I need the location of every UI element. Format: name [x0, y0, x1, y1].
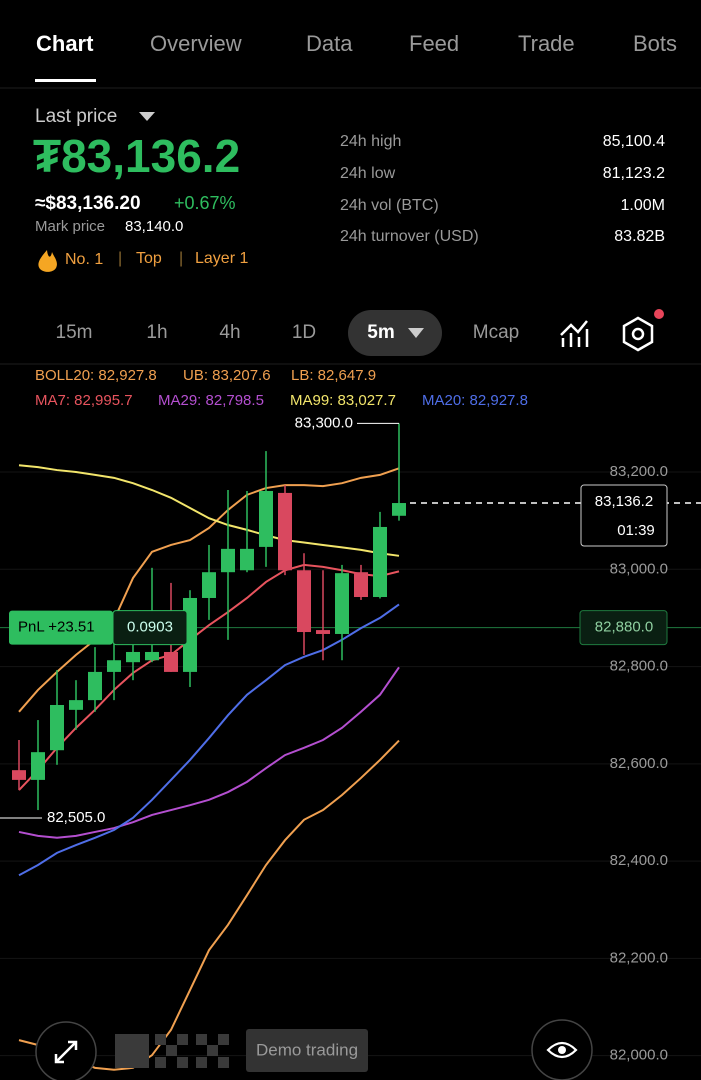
- stat-value: 83.82B: [614, 228, 665, 245]
- candle-body: [221, 548, 235, 573]
- interval[interactable]: 1D: [292, 322, 316, 343]
- y-tick-label: 82,600.0: [610, 755, 668, 772]
- tag[interactable]: Layer 1: [195, 250, 248, 267]
- candle-body: [69, 700, 83, 710]
- stat-label: 24h turnover (USD): [340, 228, 479, 245]
- chart: BOLL20: 82,927.8 UB: 83,207.6 LB: 82,647.9…: [0, 367, 701, 1071]
- eye-icon: [546, 1041, 578, 1059]
- indicator-line: [18, 603, 400, 877]
- stat-label: 24h vol (BTC): [340, 197, 439, 214]
- indicator-value: MA20: 82,927.8: [422, 392, 528, 409]
- pnl-size-box: [112, 610, 188, 646]
- separator: |: [179, 250, 183, 267]
- indicator-value: MA99: 83,027.7: [290, 392, 396, 409]
- candle-body: [335, 573, 349, 634]
- candle-body: [202, 572, 216, 598]
- indicator-value: LB: 82,647.9: [291, 367, 376, 384]
- logo: [115, 1034, 229, 1068]
- candle-body: [240, 548, 254, 571]
- indicator-line: [18, 666, 400, 839]
- candle-body: [145, 651, 159, 661]
- indicator-line: [18, 467, 400, 713]
- indicator-line: [18, 464, 400, 557]
- demo-label: Demo trading: [256, 1040, 358, 1059]
- separator: |: [118, 250, 122, 267]
- y-tick-label: 82,800.0: [610, 658, 668, 675]
- price-change: +0.67%: [174, 193, 236, 213]
- interval[interactable]: 5m: [367, 322, 394, 343]
- flame-icon: [38, 250, 57, 272]
- y-tick-label: 83,200.0: [610, 463, 668, 480]
- min-label: 82,505.0: [47, 809, 105, 826]
- candle-body: [164, 651, 178, 672]
- candle-body: [354, 572, 368, 598]
- pnl-size: 0.0903: [127, 619, 173, 636]
- indicator-value: UB: 83,207.6: [183, 367, 271, 384]
- candle-body: [107, 660, 121, 672]
- last-price-label[interactable]: Last price: [35, 106, 117, 127]
- tab[interactable]: Trade: [518, 31, 575, 56]
- tab[interactable]: Overview: [150, 31, 242, 56]
- interval[interactable]: 4h: [219, 322, 240, 343]
- stat-value: 85,100.4: [603, 133, 665, 150]
- interval[interactable]: Mcap: [473, 322, 519, 343]
- tag[interactable]: No. 1: [65, 251, 103, 268]
- tab[interactable]: Data: [306, 31, 353, 56]
- current-price-box: [580, 484, 668, 547]
- current-price-label: 83,136.2: [595, 493, 653, 510]
- eye-pupil: [558, 1046, 566, 1054]
- interval-pill[interactable]: [348, 310, 442, 356]
- pnl-text: PnL +23.51: [18, 619, 95, 636]
- candle-body: [297, 570, 311, 633]
- y-tick-label: 82,000.0: [610, 1047, 668, 1064]
- candle-body: [126, 651, 140, 663]
- settings-icon-center: [631, 327, 645, 341]
- indicator-value: MA7: 82,995.7: [35, 392, 133, 409]
- tab[interactable]: Chart: [36, 31, 94, 56]
- candle-body: [31, 752, 45, 780]
- max-label: 83,300.0: [295, 414, 353, 431]
- pnl-badge: [9, 610, 113, 645]
- tag[interactable]: Top: [136, 250, 162, 267]
- candle-body: [50, 704, 64, 751]
- y-tick-label: 82,200.0: [610, 949, 668, 966]
- indicator-icon[interactable]: [560, 320, 589, 347]
- candle-body: [278, 492, 292, 571]
- tab-underline: [35, 79, 96, 82]
- demo-badge: [246, 1029, 368, 1072]
- expand-icon: [54, 1040, 78, 1064]
- tab[interactable]: Feed: [409, 31, 459, 56]
- mark-price-label: Mark price: [35, 218, 105, 235]
- indicator-value: BOLL20: 82,927.8: [35, 367, 157, 384]
- stat-value: 81,123.2: [603, 165, 665, 182]
- pnl-price-box: [579, 610, 668, 646]
- candle-body: [259, 490, 273, 547]
- indicator-line: [18, 563, 400, 791]
- indicator-value: MA29: 82,798.5: [158, 392, 264, 409]
- stat-label: 24h high: [340, 133, 401, 150]
- dropdown-arrow[interactable]: [408, 328, 424, 338]
- candle-body: [316, 630, 330, 634]
- candle-body: [88, 671, 102, 701]
- candle-body: [392, 503, 406, 516]
- candle-body: [12, 770, 26, 780]
- mark-price: 83,140.0: [125, 218, 183, 235]
- countdown: 01:39: [617, 522, 655, 539]
- stat-value: 1.00M: [621, 197, 665, 214]
- y-tick-label: 83,000.0: [610, 560, 668, 577]
- last-price: ₮83,136.2: [33, 130, 240, 182]
- interval[interactable]: 1h: [146, 322, 167, 343]
- stat-label: 24h low: [340, 165, 396, 182]
- pnl-price: 82,880.0: [595, 619, 653, 636]
- candle-body: [373, 526, 387, 598]
- interval[interactable]: 15m: [56, 322, 93, 343]
- settings-icon[interactable]: [622, 316, 654, 352]
- y-tick-label: 82,400.0: [610, 852, 668, 869]
- tab[interactable]: Bots: [633, 31, 677, 56]
- dropdown-arrow[interactable]: [139, 112, 155, 121]
- usd-price: ≈$83,136.20: [35, 193, 141, 214]
- notification-dot: [654, 309, 664, 319]
